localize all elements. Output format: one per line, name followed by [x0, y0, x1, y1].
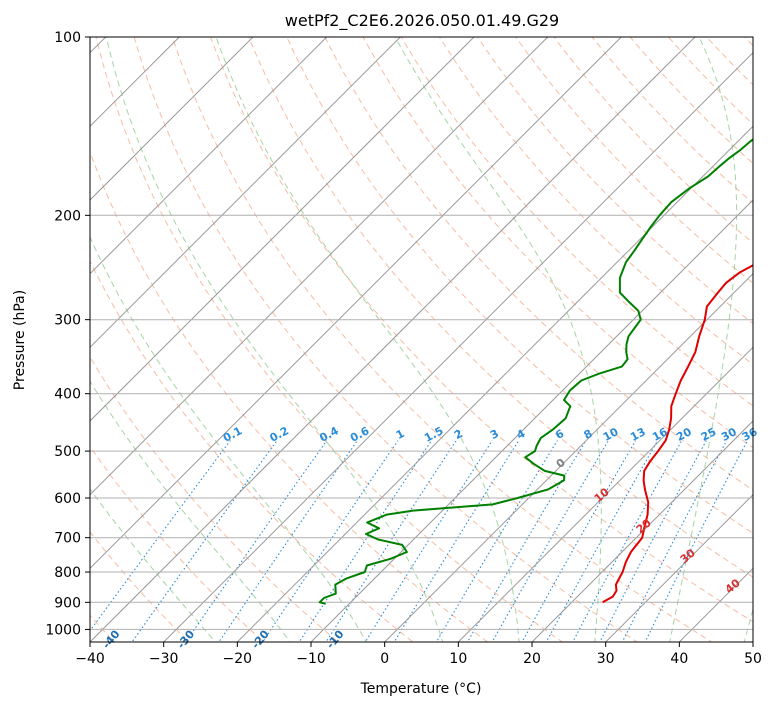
dry-adiabat-line — [171, 37, 713, 642]
mixing-ratio-line — [364, 440, 493, 642]
isotherm-line — [163, 51, 753, 642]
y-tick-label: 1000 — [45, 622, 81, 638]
mixing-ratio-line — [621, 440, 728, 642]
x-tick-label: −10 — [296, 651, 326, 667]
y-tick-label: 100 — [54, 30, 81, 46]
x-tick-label: −20 — [223, 651, 253, 667]
y-axis-label: Pressure (hPa) — [12, 290, 28, 390]
mixing-ratio-line — [325, 440, 457, 642]
plot-area — [90, 37, 753, 642]
isotherm-line — [752, 641, 753, 642]
y-axis-ticks: 100 200 300 400 500 600 700 800 900 1000 — [45, 30, 90, 638]
mixing-ratio-line — [644, 440, 748, 642]
dry-adiabat-line — [90, 259, 414, 642]
moist-adiabat-line — [669, 37, 738, 642]
x-tick-label: −40 — [75, 651, 105, 667]
mixing-ratio-label: 20 — [674, 425, 694, 444]
temperature-profile-line — [602, 264, 753, 604]
dry-adiabat-line — [515, 37, 753, 284]
dry-adiabat-line — [90, 445, 265, 642]
dry-adiabat-line — [756, 10, 775, 654]
plot-frame — [89, 36, 754, 643]
dry-adiabat-line — [95, 37, 564, 642]
y-tick-label: 300 — [54, 313, 81, 329]
dry-adiabat-line — [133, 37, 638, 642]
dry-adiabat-line — [324, 37, 753, 491]
y-tick-label: 500 — [54, 444, 81, 460]
x-tick-label: 0 — [380, 651, 389, 667]
isotherm-line — [605, 493, 753, 642]
moist-adiabat-line — [394, 37, 602, 642]
moist-adiabat-line — [743, 607, 753, 642]
isotherm-line — [310, 199, 753, 642]
dry-adiabat-line — [362, 37, 753, 449]
profile-series — [318, 138, 753, 605]
mixing-ratio-line — [298, 440, 432, 642]
mixing-ratio-line — [466, 440, 587, 642]
x-tick-label: 30 — [597, 651, 615, 667]
mixing-ratio-line — [599, 440, 707, 642]
mixing-ratio-line — [131, 440, 278, 642]
mixing-ratio-line — [491, 440, 609, 642]
y-tick-label: 800 — [54, 565, 81, 581]
dry-adiabat-line — [209, 37, 753, 623]
x-tick-label: −30 — [149, 651, 179, 667]
moist-adiabat-line — [215, 37, 520, 642]
isotherm-line — [236, 125, 753, 642]
mixing-ratio-label: 16 — [650, 425, 670, 444]
x-axis-ticks: −40 −30 −20 −10 0 10 20 30 40 50 — [75, 642, 762, 667]
dry-adiabat-line — [90, 531, 190, 642]
dewpoint-profile-line — [318, 138, 753, 605]
isotherm-line — [90, 37, 549, 496]
y-tick-label: 700 — [54, 531, 81, 547]
mixing-ratio-label: 36 — [740, 425, 760, 444]
y-tick-label: 600 — [54, 491, 81, 507]
isotherm-line — [531, 420, 753, 642]
mixing-ratio-line — [545, 440, 659, 642]
mixing-ratio-label: 25 — [699, 425, 719, 444]
mixing-ratio-line — [521, 440, 637, 642]
mixing-ratio-line — [262, 440, 399, 642]
isotherm-line — [90, 37, 254, 201]
x-axis-label: Temperature (°C) — [360, 681, 482, 697]
x-tick-label: 10 — [449, 651, 467, 667]
dry-adiabat-line — [248, 37, 753, 578]
mixing-ratio-line — [435, 440, 558, 642]
mixing-ratio-lines — [90, 440, 748, 642]
x-tick-label: 40 — [670, 651, 688, 667]
mixing-ratio-label: 10 — [601, 425, 621, 444]
dry-adiabat-line — [90, 356, 340, 642]
isotherm-grid — [90, 37, 753, 642]
isotherm-line — [90, 37, 622, 570]
x-tick-label: 50 — [744, 651, 762, 667]
mixing-ratio-label: 13 — [628, 425, 648, 444]
mixing-ratio-label: 30 — [719, 425, 739, 444]
chart-title: wetPf2_C2E6.2026.050.01.49.G29 — [285, 11, 559, 31]
isotherm-line — [90, 37, 475, 422]
y-tick-label: 200 — [54, 208, 81, 224]
isotherm-line — [90, 37, 401, 349]
isotherm-line — [457, 346, 753, 642]
mixing-ratio-line — [572, 440, 683, 642]
dry-adiabat-line — [90, 150, 489, 642]
y-tick-label: 400 — [54, 387, 81, 403]
isotherm-line — [90, 37, 696, 642]
x-tick-label: 20 — [523, 651, 541, 667]
isotherm-line — [90, 37, 328, 275]
y-tick-label: 900 — [54, 595, 81, 611]
isotherm-line — [384, 272, 753, 642]
